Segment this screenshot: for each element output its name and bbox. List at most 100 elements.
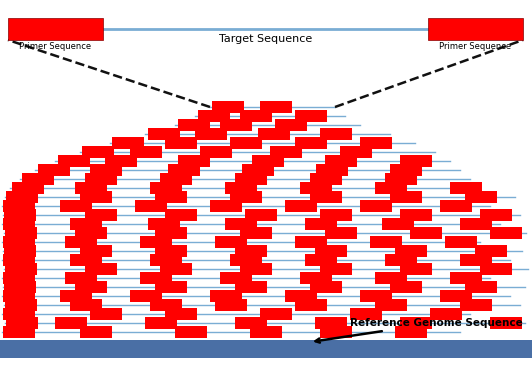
Bar [85,263,117,275]
Bar [38,164,70,176]
Bar [75,281,107,293]
Bar [3,290,35,302]
Bar [310,281,342,293]
Bar [250,326,282,338]
Bar [315,245,347,257]
Bar [390,281,422,293]
Bar [165,137,197,149]
Bar [215,236,247,248]
Bar [3,254,35,266]
Bar [360,137,392,149]
Bar [370,236,402,248]
Bar [235,317,267,329]
Bar [150,254,182,266]
Bar [112,137,144,149]
Bar [460,299,492,311]
Text: Target Sequence: Target Sequence [219,34,312,44]
Bar [320,128,352,140]
Bar [210,290,242,302]
Bar [3,200,35,212]
Bar [165,209,197,221]
Bar [6,317,38,329]
Bar [6,191,38,203]
Bar [385,254,417,266]
Bar [285,290,317,302]
Bar [300,182,332,194]
Bar [65,272,97,284]
Bar [230,254,262,266]
Bar [240,227,272,239]
Bar [465,191,497,203]
Bar [210,200,242,212]
Bar [450,182,482,194]
Bar [300,272,332,284]
Bar [160,263,192,275]
Bar [310,191,342,203]
Bar [360,290,392,302]
Bar [220,272,252,284]
Bar [340,146,372,158]
Text: Primer Sequence: Primer Sequence [20,42,92,51]
Bar [70,254,102,266]
Bar [325,227,357,239]
Bar [80,326,112,338]
Bar [235,173,267,185]
Bar [325,155,357,167]
Bar [175,326,207,338]
Bar [140,236,172,248]
Bar [22,173,54,185]
Bar [168,164,200,176]
Bar [148,218,180,230]
Bar [260,308,292,320]
Bar [55,317,87,329]
Bar [85,173,117,185]
Bar [360,200,392,212]
Text: Reference Genome Sequence: Reference Genome Sequence [315,318,523,343]
Bar [4,245,36,257]
Bar [135,200,167,212]
Bar [240,110,272,122]
Bar [400,209,432,221]
Bar [305,218,337,230]
Bar [80,245,112,257]
Bar [295,236,327,248]
Bar [140,272,172,284]
Bar [430,308,462,320]
Bar [390,164,422,176]
Bar [390,191,422,203]
Bar [60,200,92,212]
Bar [480,209,512,221]
Bar [235,281,267,293]
Bar [3,326,35,338]
Bar [3,308,35,320]
Bar [3,272,35,284]
Bar [475,245,507,257]
Bar [375,272,407,284]
Bar [198,110,230,122]
Bar [310,173,342,185]
Bar [490,317,522,329]
Bar [225,218,257,230]
Bar [260,101,292,113]
Bar [60,290,92,302]
Bar [305,254,337,266]
Bar [450,272,482,284]
Bar [258,128,290,140]
Bar [215,299,247,311]
Bar [150,299,182,311]
Bar [295,299,327,311]
Bar [465,281,497,293]
Bar [440,290,472,302]
Bar [165,308,197,320]
Bar [75,227,107,239]
Bar [295,137,327,149]
Bar [150,182,182,194]
Bar [460,254,492,266]
Bar [12,182,44,194]
Bar [160,173,192,185]
Bar [5,227,37,239]
Bar [375,182,407,194]
Bar [5,263,37,275]
Bar [385,173,417,185]
Bar [200,146,232,158]
